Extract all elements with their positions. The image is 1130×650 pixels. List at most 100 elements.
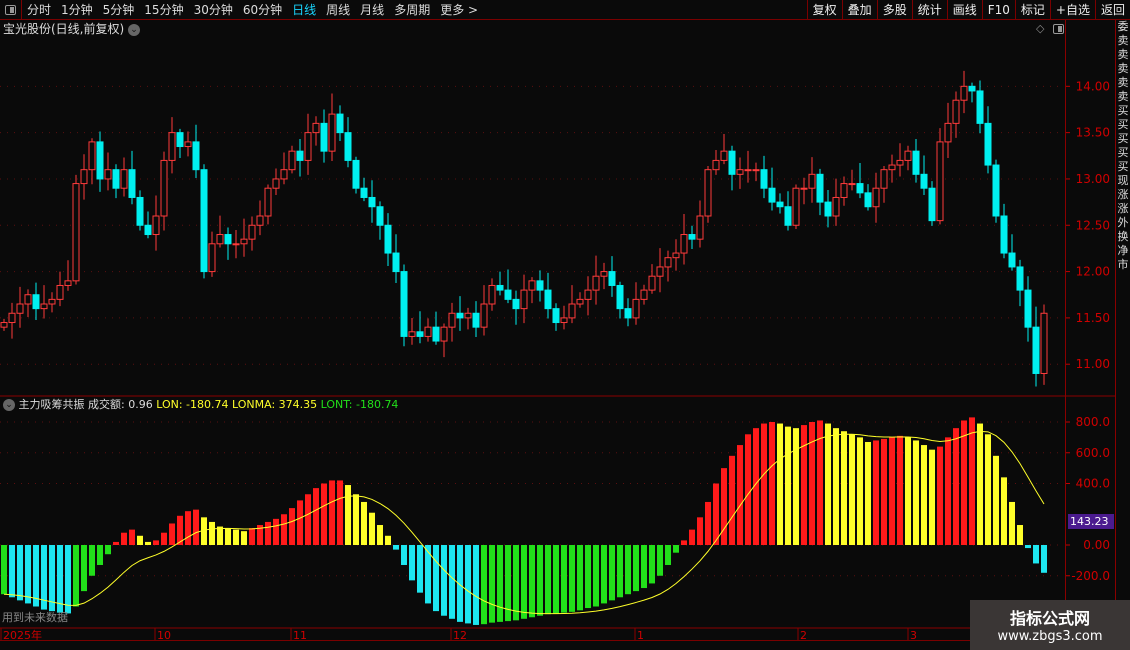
candle-body: [48, 298, 56, 305]
candle: [568, 285, 576, 324]
candle-body: [160, 159, 168, 217]
period-tab-6[interactable]: 日线: [292, 3, 317, 17]
candle: [192, 124, 200, 179]
toolbar-button-8[interactable]: 返回: [1094, 0, 1130, 20]
indicator-tick-label: -200.0: [1071, 569, 1110, 583]
candle: [296, 139, 304, 177]
candle: [280, 152, 288, 185]
chart-title: 宝光股份(日线,前复权) ⌄: [3, 21, 141, 37]
period-tab-8[interactable]: 月线: [360, 3, 385, 17]
toolbar-button-6[interactable]: 标记: [1014, 0, 1050, 20]
histogram-bar: [329, 480, 335, 545]
candle: [736, 157, 744, 189]
period-tab-4[interactable]: 30分钟: [193, 3, 233, 17]
candle: [320, 109, 328, 163]
histogram-bar: [257, 525, 263, 545]
candle-body: [920, 173, 928, 189]
candle: [368, 180, 376, 223]
diamond-icon[interactable]: ◇: [1036, 22, 1045, 35]
toolbar-button-3[interactable]: 统计: [911, 0, 947, 20]
quote-strip[interactable]: 委卖卖卖卖卖买买买买买现涨涨外换净市: [1115, 20, 1130, 600]
candle-body: [656, 266, 664, 277]
toolbar-button-4[interactable]: 画线: [946, 0, 982, 20]
candle: [808, 157, 816, 203]
histogram-bar: [841, 431, 847, 545]
candle-body: [928, 187, 936, 222]
lonma-line: [3, 430, 1045, 615]
candle: [880, 165, 888, 203]
candle-body: [16, 303, 24, 314]
candle: [656, 248, 664, 293]
candle-body: [720, 150, 728, 161]
chevron-down-icon[interactable]: ⌄: [128, 23, 141, 36]
histogram-bar: [785, 426, 791, 545]
histogram-bar: [41, 545, 47, 610]
period-tab-7[interactable]: 周线: [326, 3, 351, 17]
histogram-bar: [457, 545, 463, 622]
candle-body: [416, 331, 424, 337]
period-tab-0[interactable]: 分时: [27, 3, 52, 17]
histogram-bar: [433, 545, 439, 612]
candle-body: [328, 113, 336, 152]
strip-label: 买: [1117, 132, 1129, 145]
histogram-bar: [953, 428, 959, 545]
toolbar-button-0[interactable]: 复权: [806, 0, 842, 20]
strip-label: 委: [1117, 20, 1129, 33]
panel-toggle-button[interactable]: [0, 0, 22, 20]
candle: [144, 211, 152, 239]
histogram-bar: [913, 440, 919, 545]
watermark-url: www.zbgs3.com: [997, 629, 1103, 644]
histogram-bar: [425, 545, 431, 604]
candle: [40, 285, 48, 319]
candle: [208, 231, 216, 277]
candle: [168, 117, 176, 174]
histogram-bar: [553, 545, 559, 614]
candle-body: [584, 289, 592, 300]
histogram-bar: [529, 545, 535, 618]
candle: [1024, 276, 1032, 342]
histogram-bar: [217, 526, 223, 545]
strip-label: 买: [1117, 160, 1129, 173]
candle-body: [736, 169, 744, 175]
period-tab-9[interactable]: 多周期: [394, 3, 431, 17]
candle-body: [272, 178, 280, 189]
candle-body: [936, 141, 944, 222]
candle: [184, 131, 192, 157]
candle-body: [352, 159, 360, 189]
period-tab-2[interactable]: 5分钟: [102, 3, 135, 17]
histogram-bar: [713, 483, 719, 545]
candle: [832, 178, 840, 226]
histogram-bar: [409, 545, 415, 581]
candle-body: [728, 150, 736, 175]
strip-label: 外: [1117, 216, 1129, 229]
indicator-name[interactable]: 主力吸筹共振: [18, 398, 85, 411]
candle-body: [912, 150, 920, 175]
toolbar-button-2[interactable]: 多股: [876, 0, 912, 20]
histogram-bar: [753, 428, 759, 545]
toolbar-button-7[interactable]: +自选: [1049, 0, 1095, 20]
toolbar-button-5[interactable]: F10: [981, 0, 1015, 20]
toolbar-button-1[interactable]: 叠加: [841, 0, 877, 20]
period-tab-5[interactable]: 60分钟: [242, 3, 283, 17]
candle: [760, 155, 768, 199]
candle: [48, 292, 56, 313]
chevron-down-icon[interactable]: ⌄: [3, 399, 15, 411]
candle-body: [760, 169, 768, 189]
candle: [912, 139, 920, 183]
candle-body: [832, 196, 840, 217]
panel-icon: [1053, 24, 1064, 34]
histogram-bar: [289, 508, 295, 545]
candle: [1008, 234, 1016, 271]
candle-body: [864, 192, 872, 208]
histogram-bar: [585, 545, 591, 609]
period-tab-3[interactable]: 15分钟: [144, 3, 184, 17]
histogram-bar: [113, 541, 119, 545]
histogram-bar: [601, 545, 607, 604]
period-tab-10[interactable]: 更多 >: [440, 3, 479, 17]
candle: [864, 184, 872, 211]
candle: [80, 154, 88, 200]
panel-layout-button[interactable]: [1053, 24, 1064, 34]
period-tab-1[interactable]: 1分钟: [61, 3, 93, 17]
candle: [88, 138, 96, 185]
